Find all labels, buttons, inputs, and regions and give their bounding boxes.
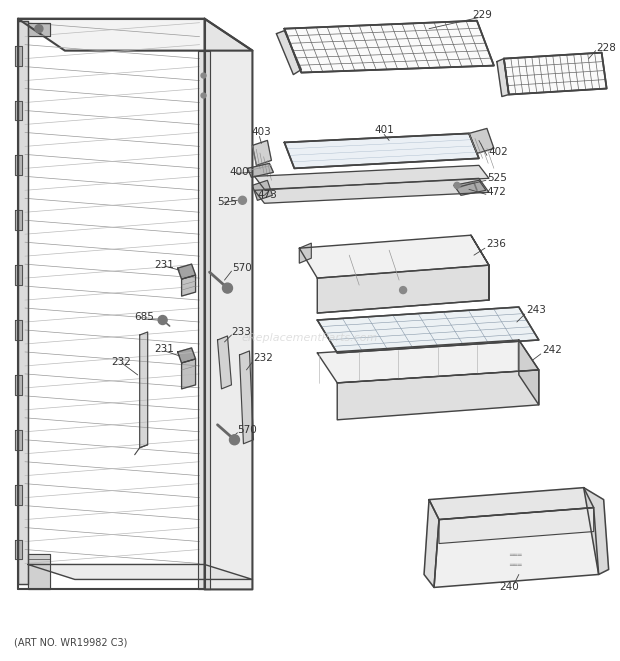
Polygon shape [277,30,301,75]
Polygon shape [247,163,273,177]
Text: 401: 401 [374,126,394,136]
Text: 473: 473 [257,190,277,200]
Polygon shape [18,19,252,51]
Polygon shape [317,340,539,383]
Circle shape [454,182,460,188]
Text: 525: 525 [487,173,507,183]
Circle shape [158,315,167,325]
Text: ═══: ═══ [510,561,522,568]
Text: 232: 232 [112,357,131,367]
Text: 525: 525 [218,197,237,208]
Polygon shape [18,20,28,584]
Text: 240: 240 [499,582,519,592]
Text: eReplacementParts.com: eReplacementParts.com [241,333,378,343]
Text: 232: 232 [254,353,273,363]
Polygon shape [469,128,494,153]
Text: 228: 228 [596,42,616,53]
Polygon shape [317,265,489,313]
Polygon shape [317,307,539,353]
Text: 403: 403 [252,128,271,137]
Polygon shape [424,500,439,588]
Text: 242: 242 [542,345,562,355]
Polygon shape [583,488,609,574]
Text: 570: 570 [237,425,257,435]
Text: 231: 231 [154,260,174,270]
Polygon shape [504,53,606,95]
Polygon shape [15,100,22,120]
Polygon shape [252,180,272,200]
Polygon shape [28,564,252,580]
Polygon shape [254,178,489,204]
Text: 236: 236 [486,239,506,249]
Text: 685: 685 [135,312,154,322]
Polygon shape [439,508,594,543]
Polygon shape [15,265,22,285]
Polygon shape [254,165,489,189]
Polygon shape [198,51,210,590]
Text: 233: 233 [231,327,251,337]
Polygon shape [497,59,509,97]
Text: ═══: ═══ [510,551,522,557]
Polygon shape [15,430,22,449]
Circle shape [201,93,206,98]
Polygon shape [182,359,195,389]
Circle shape [229,435,239,445]
Polygon shape [15,485,22,504]
Polygon shape [15,46,22,65]
Polygon shape [429,488,594,520]
Text: 243: 243 [526,305,546,315]
Polygon shape [140,332,148,447]
Polygon shape [252,140,272,165]
Text: 231: 231 [154,344,174,354]
Polygon shape [299,243,311,263]
Text: 229: 229 [472,10,492,20]
Polygon shape [299,235,489,278]
Polygon shape [15,155,22,175]
Circle shape [35,24,43,32]
Polygon shape [15,320,22,340]
Circle shape [201,73,206,78]
Polygon shape [177,348,195,363]
Text: (ART NO. WR19982 C3): (ART NO. WR19982 C3) [14,637,127,647]
Polygon shape [15,210,22,230]
Polygon shape [337,370,539,420]
Circle shape [400,287,407,293]
Polygon shape [182,275,195,296]
Polygon shape [28,22,50,36]
Circle shape [223,283,232,293]
Circle shape [239,196,246,204]
Polygon shape [519,340,539,405]
Polygon shape [205,19,252,590]
Polygon shape [285,20,494,73]
Polygon shape [15,375,22,395]
Text: 570: 570 [232,263,252,273]
Polygon shape [434,508,599,588]
Polygon shape [177,264,195,279]
Polygon shape [28,555,50,590]
Text: 400: 400 [229,167,249,177]
Polygon shape [15,539,22,559]
Text: 472: 472 [487,187,507,198]
Polygon shape [471,235,489,300]
Polygon shape [454,180,486,195]
Text: 402: 402 [489,147,508,157]
Polygon shape [218,336,231,389]
Polygon shape [239,351,254,444]
Polygon shape [285,134,479,169]
